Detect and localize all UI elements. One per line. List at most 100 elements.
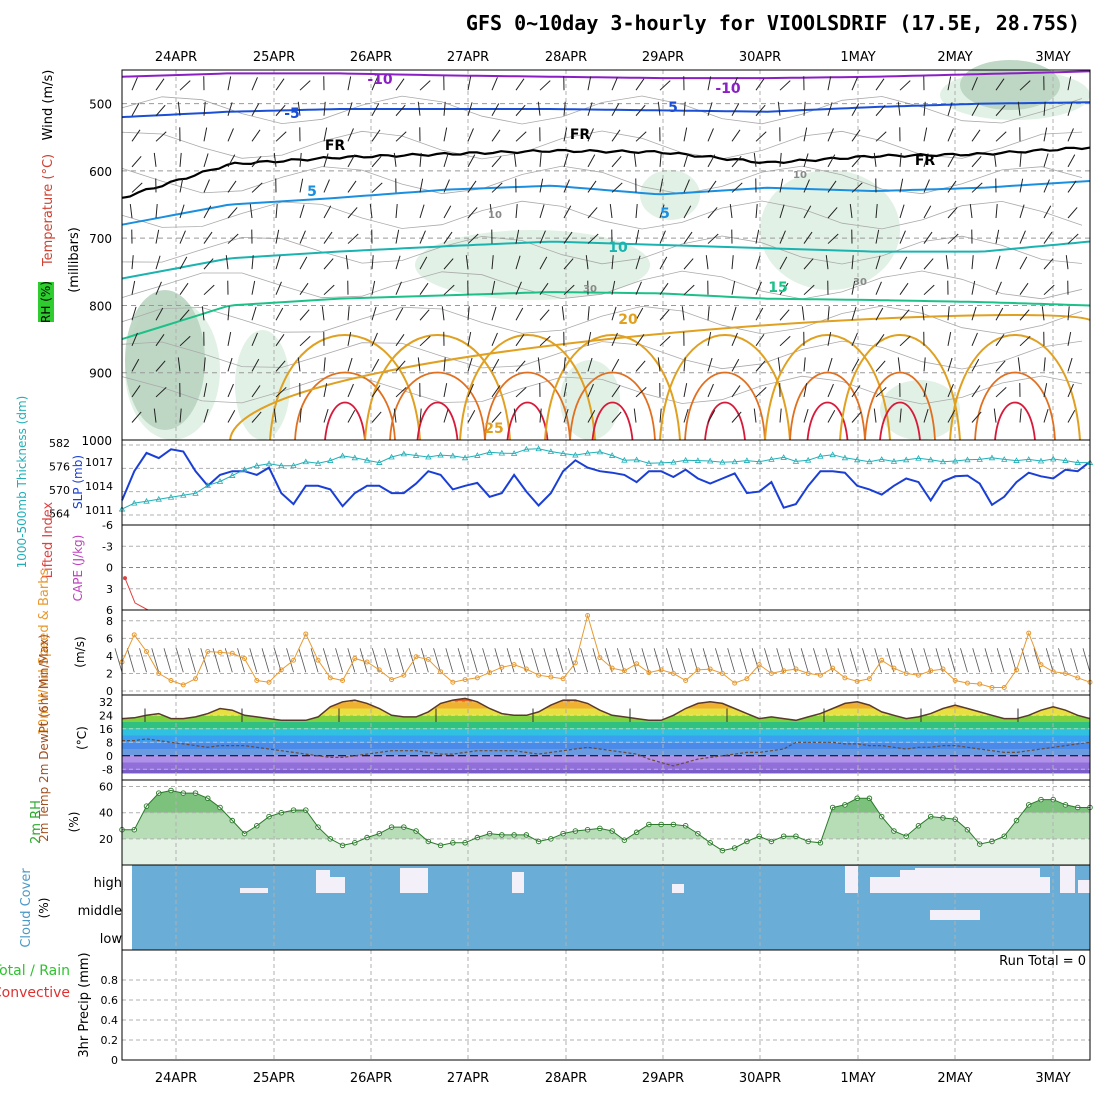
wind-barb: [419, 282, 429, 295]
pressure-tick: 1000: [81, 434, 112, 448]
wind-barb: [659, 80, 671, 91]
wind-barb-10m: [335, 648, 343, 673]
wind-barb: [731, 77, 738, 91]
temp-contour-20: [839, 334, 961, 441]
wind-barb: [467, 102, 473, 116]
li-marker: [123, 576, 127, 581]
wind-barb: [995, 360, 1006, 372]
wind-barb: [177, 101, 181, 116]
wind-barb: [779, 282, 789, 295]
axis-label-thickness: 1000-500mb Thickness (dm): [15, 396, 29, 569]
wind-barb: [1067, 306, 1070, 321]
wind-barb: [537, 101, 541, 116]
wind-barb: [707, 410, 716, 423]
wind-barb-10m: [849, 648, 858, 673]
wind-barb: [1067, 154, 1076, 168]
wind-barb: [851, 411, 862, 423]
wind-barb: [587, 207, 598, 219]
wind-barb: [851, 306, 857, 321]
rh-contour: [121, 130, 1083, 160]
wind-marker: [744, 676, 750, 682]
wind-barb: [323, 383, 328, 398]
wind-marker: [364, 659, 370, 665]
wind-barb: [347, 306, 350, 321]
wind-barb: [587, 306, 590, 321]
wind-barb: [611, 332, 618, 347]
temp-contour: [121, 240, 1091, 280]
wind-barb: [563, 179, 570, 193]
wind-barb: [275, 281, 282, 295]
wind-barb: [683, 153, 689, 168]
wind-barb: [899, 408, 902, 423]
wind-barb: [971, 306, 977, 321]
wind-tick: 8: [106, 615, 113, 628]
wind-barb: [1067, 331, 1072, 346]
axis-label-rh: RH (%): [39, 281, 53, 323]
wind-barb: [635, 204, 638, 219]
wind-barb: [371, 358, 380, 372]
wind-barb: [299, 256, 308, 270]
wind-barb: [729, 204, 733, 219]
wind-barb: [971, 411, 982, 423]
wind-barb: [779, 335, 791, 347]
wind-barb: [251, 280, 256, 295]
wind-barb-10m: [114, 648, 123, 673]
temp-band: [122, 742, 1090, 749]
wind-barb: [611, 77, 618, 91]
cloud-gap: [400, 868, 428, 893]
wind-barb: [273, 408, 277, 423]
wind-barb-10m: [666, 648, 674, 673]
wind-barb: [1043, 179, 1050, 193]
wind-marker: [732, 680, 738, 686]
wind-barb: [347, 76, 352, 91]
wind-barb: [1043, 127, 1048, 142]
wind-barb: [393, 408, 397, 423]
slp-tick: 1014: [85, 480, 113, 493]
temp-contour-30: [591, 401, 634, 441]
wind-barb: [275, 360, 286, 372]
wind-barb: [275, 78, 285, 91]
wind-barb: [515, 104, 526, 117]
rh-shade: [415, 230, 650, 300]
wind-barb: [1019, 80, 1031, 91]
wind-barb: [923, 258, 934, 270]
wind-barb: [395, 204, 398, 219]
cloud-gap: [900, 870, 915, 893]
wind-barb: [587, 102, 593, 116]
date-label-bottom: 27APR: [447, 1071, 489, 1086]
wind-barb: [155, 307, 164, 321]
wind-barb-10m: [298, 648, 307, 673]
wind-barb: [371, 182, 383, 193]
wind-barb: [491, 411, 502, 423]
wind-barb: [875, 204, 878, 219]
wind-barb: [659, 152, 662, 167]
wind-barb: [1017, 101, 1021, 116]
date-label-top: 28APR: [545, 50, 587, 65]
date-label-top: 25APR: [253, 50, 295, 65]
wind-marker: [1026, 630, 1032, 636]
wind-barb: [755, 334, 765, 347]
wind-barb: [371, 332, 378, 347]
rh-shade: [235, 330, 290, 440]
wind-barb: [657, 101, 661, 116]
wind-barb: [971, 255, 974, 270]
wind-barb: [707, 207, 718, 219]
wind-barb: [371, 155, 382, 168]
wind-marker: [891, 665, 897, 671]
wind-barb: [1067, 128, 1074, 142]
wind-barb: [971, 280, 976, 295]
wind-barb: [995, 104, 1006, 117]
wind-barb: [299, 408, 302, 423]
wind-barb: [1043, 357, 1046, 372]
wind-barb: [611, 255, 614, 270]
wind-barb: [131, 129, 141, 142]
wind-barb: [899, 178, 904, 193]
wind-barb-10m: [825, 648, 834, 673]
wind-marker: [303, 631, 309, 637]
wind-barb: [945, 255, 949, 270]
wind-barb: [179, 309, 190, 321]
wind-barb: [513, 152, 517, 167]
wind-barb: [659, 309, 670, 321]
wind-barb: [395, 281, 402, 295]
wind-barb: [275, 131, 287, 142]
